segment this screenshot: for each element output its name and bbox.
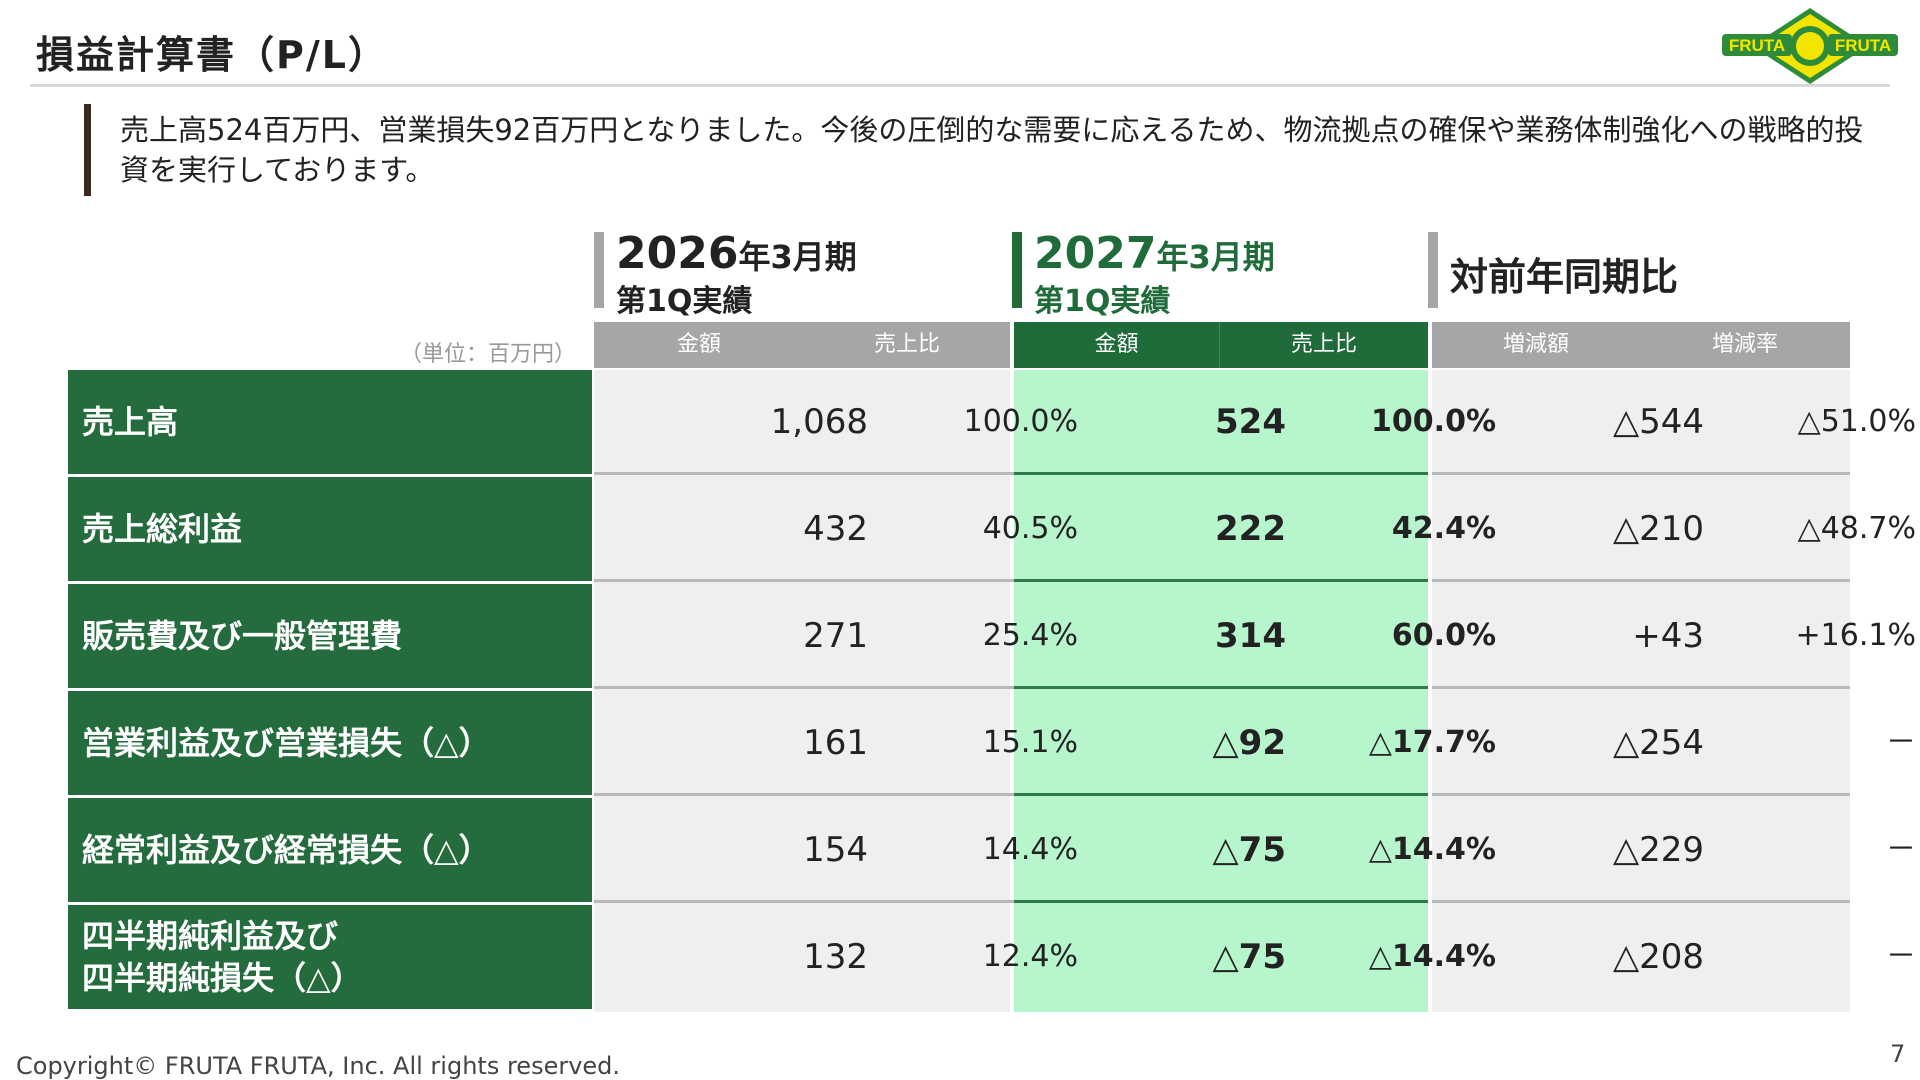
table-row: 営業利益及び営業損失（△） 161 15.1% △92 △17.7% △254 … [68,691,1916,796]
row-divider [594,900,1014,903]
row-divider [1432,686,1850,689]
period-marker [594,232,604,308]
row-divider [594,579,1014,582]
curr-ratio: △14.4% [1368,832,1496,867]
curr-ratio: 60.0% [1391,618,1496,653]
diff-amount: +43 [1632,616,1704,656]
logo-text-right: FRUTA [1835,36,1891,55]
diff-rate: +16.1% [1795,618,1916,653]
curr-ratio: △14.4% [1368,939,1496,974]
col-header-ratio: 売上比 [1290,332,1357,357]
row-divider [1014,686,1428,689]
title-divider [30,84,1890,87]
prev-amount: 132 [803,937,868,977]
row-label: 売上高 [68,370,592,474]
row-label: 営業利益及び営業損失（△） [68,691,592,795]
table-row: 販売費及び一般管理費 271 25.4% 314 60.0% +43 +16.1… [68,584,1916,689]
curr-ratio: △17.7% [1368,725,1496,760]
row-label: 四半期純利益及び 四半期純損失（△） [68,905,592,1009]
row-divider [1014,579,1428,582]
row-divider [594,793,1014,796]
prev-amount: 161 [803,723,868,763]
curr-amount: △92 [1212,723,1286,763]
row-divider [1432,579,1850,582]
column-bg-prev [594,370,1010,1012]
diff-amount: △254 [1612,723,1704,763]
diff-amount: △229 [1612,830,1704,870]
col-header-diff-rate: 増減率 [1711,332,1778,357]
row-divider [1014,900,1428,903]
col-header-amount: 金額 [1014,322,1220,368]
table-row: 経常利益及び経常損失（△） 154 14.4% △75 △14.4% △229 … [68,798,1916,903]
col-header-ratio: 売上比 [873,332,940,357]
prev-ratio: 100.0% [963,404,1078,439]
period-quarter: 第1Q実績 [616,284,753,319]
column-headers-prev: 金額 売上比 [594,322,1010,368]
diff-amount: △544 [1612,402,1704,442]
lead-accent-bar [84,104,91,196]
period-year: 2027年3月期 [1034,228,1275,279]
row-divider [594,472,1014,475]
period-marker [1428,232,1438,308]
period-marker [1012,232,1022,308]
prev-ratio: 14.4% [982,832,1078,867]
diff-amount: △210 [1612,509,1704,549]
row-divider [594,686,1014,689]
table-row: 四半期純利益及び 四半期純損失（△） 132 12.4% △75 △14.4% … [68,905,1916,1009]
column-bg-diff [1432,370,1850,1012]
page-number: 7 [1890,1040,1906,1068]
prev-amount: 154 [803,830,868,870]
diff-rate: － [1886,832,1916,867]
prev-amount: 432 [803,509,868,549]
curr-ratio: 100.0% [1371,404,1496,439]
diff-rate: － [1886,939,1916,974]
prev-ratio: 15.1% [982,725,1078,760]
diff-rate: △51.0% [1797,404,1916,439]
page-title: 損益計算書（P/L） [36,33,388,77]
curr-amount: 222 [1215,509,1286,549]
curr-ratio: 42.4% [1391,511,1496,546]
diff-rate: － [1886,725,1916,760]
col-header-diff-amount: 増減額 [1502,332,1569,357]
fruta-fruta-logo: FRUTA FRUTA [1722,8,1898,84]
prev-ratio: 25.4% [982,618,1078,653]
table-row: 売上高 1,068 100.0% 524 100.0% △544 △51.0% [68,370,1916,475]
copyright-text: Copyright© FRUTA FRUTA, Inc. All rights … [16,1052,621,1080]
diff-amount: △208 [1612,937,1704,977]
period-quarter: 第1Q実績 [1034,284,1171,319]
row-divider [1014,793,1428,796]
prev-amount: 271 [803,616,868,656]
col-header-amount: 金額 [676,332,721,357]
row-label: 販売費及び一般管理費 [68,584,592,688]
row-divider [1432,793,1850,796]
curr-amount: 524 [1215,402,1286,442]
curr-amount: △75 [1212,937,1286,977]
diff-rate: △48.7% [1797,511,1916,546]
row-divider [1014,472,1428,475]
row-label: 売上総利益 [68,477,592,581]
column-headers-diff: 増減額 増減率 [1432,322,1850,368]
curr-amount: △75 [1212,830,1286,870]
table-row: 売上総利益 432 40.5% 222 42.4% △210 △48.7% [68,477,1916,582]
column-bg-current [1014,370,1428,1012]
column-headers-current: 金額 売上比 [1014,322,1428,368]
prev-ratio: 12.4% [982,939,1078,974]
unit-label: （単位：百万円） [399,342,576,367]
row-label: 経常利益及び経常損失（△） [68,798,592,902]
row-divider [1432,900,1850,903]
prev-ratio: 40.5% [982,511,1078,546]
curr-amount: 314 [1215,616,1286,656]
logo-text-left: FRUTA [1729,36,1785,55]
prev-amount: 1,068 [770,402,868,442]
row-divider [1432,472,1850,475]
period-year: 2026年3月期 [616,228,857,279]
yoy-label: 対前年同期比 [1450,255,1679,299]
lead-text: 売上高524百万円、営業損失92百万円となりました。今後の圧倒的な需要に応えるた… [120,113,1864,187]
